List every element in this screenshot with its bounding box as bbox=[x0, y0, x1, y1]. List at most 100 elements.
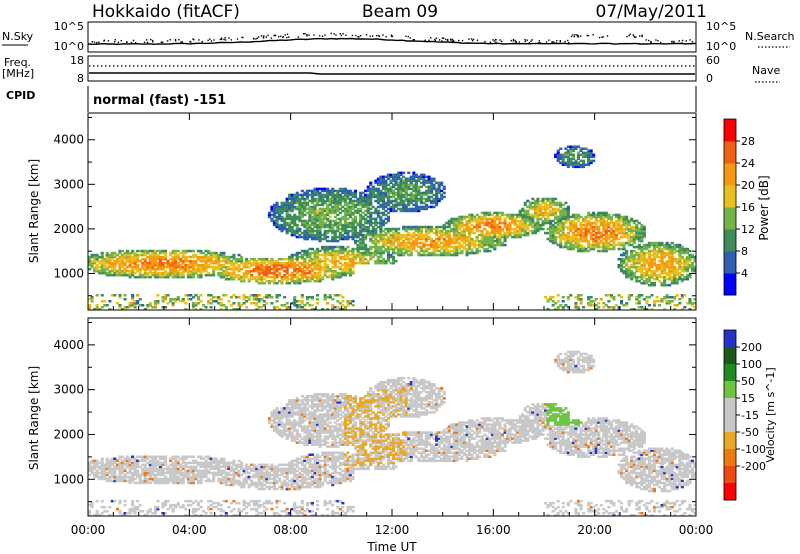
power-cell bbox=[551, 201, 555, 205]
power-cell bbox=[511, 231, 515, 235]
power-cell bbox=[328, 199, 332, 203]
power-cell bbox=[285, 308, 289, 310]
nsearch-point bbox=[413, 39, 415, 41]
power-cell bbox=[650, 308, 654, 310]
power-cell bbox=[257, 277, 261, 281]
power-cell bbox=[333, 265, 337, 269]
power-cell bbox=[100, 261, 104, 265]
power-cell bbox=[204, 253, 208, 257]
power-cell bbox=[199, 263, 203, 267]
power-cell bbox=[212, 251, 216, 255]
power-cell bbox=[409, 209, 413, 213]
power-cell bbox=[625, 269, 629, 273]
nsearch-point bbox=[257, 36, 260, 38]
power-cell bbox=[620, 227, 624, 231]
power-cell bbox=[632, 249, 636, 253]
power-cell bbox=[328, 296, 332, 299]
power-cell bbox=[437, 231, 441, 235]
power-cell bbox=[308, 279, 312, 283]
power-cell bbox=[290, 209, 294, 213]
power-cell bbox=[316, 197, 320, 201]
power-cell bbox=[544, 197, 548, 201]
power-cell bbox=[640, 273, 644, 277]
power-cell bbox=[333, 201, 337, 205]
power-cell bbox=[278, 308, 282, 310]
power-cell bbox=[414, 229, 418, 233]
power-cell bbox=[488, 213, 492, 217]
power-cell bbox=[346, 263, 350, 267]
power-cell bbox=[323, 257, 327, 261]
power-cell bbox=[290, 265, 294, 269]
power-cell bbox=[222, 259, 226, 263]
power-cell bbox=[688, 302, 692, 305]
power-cell bbox=[288, 213, 292, 217]
power-cell bbox=[546, 300, 550, 303]
power-cell bbox=[333, 269, 337, 273]
power-cell bbox=[485, 243, 489, 247]
power-cell bbox=[196, 257, 200, 261]
power-cell bbox=[379, 183, 383, 187]
power-cell bbox=[473, 241, 477, 245]
power-cell bbox=[620, 223, 624, 227]
power-cell bbox=[541, 221, 545, 225]
power-cell bbox=[607, 235, 611, 239]
power-cell bbox=[138, 249, 142, 253]
power-cell bbox=[260, 257, 264, 261]
power-cell bbox=[298, 199, 302, 203]
power-cell bbox=[673, 267, 677, 271]
power-cell bbox=[470, 237, 474, 241]
power-cell bbox=[574, 217, 578, 221]
power-cell bbox=[536, 229, 540, 233]
power-cell bbox=[447, 221, 451, 225]
power-cell bbox=[592, 239, 596, 243]
power-cell bbox=[592, 247, 596, 251]
power-cell bbox=[293, 213, 297, 217]
power-cell bbox=[536, 213, 540, 217]
power-cell bbox=[158, 261, 162, 265]
nsearch-point bbox=[162, 41, 164, 43]
power-cell bbox=[389, 181, 393, 185]
velocity-cell bbox=[100, 505, 104, 509]
power-cell bbox=[397, 189, 401, 193]
power-cell bbox=[670, 275, 674, 279]
power-cell bbox=[136, 253, 140, 257]
power-cell bbox=[120, 257, 124, 261]
power-cell bbox=[516, 225, 520, 229]
power-cell bbox=[407, 247, 411, 251]
power-cell bbox=[252, 269, 256, 273]
nsearch-point bbox=[568, 41, 570, 44]
power-cell bbox=[272, 209, 276, 213]
power-cell bbox=[381, 251, 385, 255]
power-cell bbox=[305, 193, 309, 197]
power-cell bbox=[338, 199, 342, 203]
power-cell bbox=[430, 189, 434, 193]
power-cell bbox=[635, 231, 639, 235]
nave-label: Nave bbox=[752, 64, 780, 77]
power-cell bbox=[561, 225, 565, 229]
power-cell bbox=[123, 271, 127, 275]
nsearch-point bbox=[556, 40, 558, 42]
power-cell bbox=[594, 227, 598, 231]
power-cell bbox=[310, 209, 314, 213]
power-cell bbox=[316, 257, 320, 261]
velocity-cell bbox=[98, 471, 102, 475]
power-cell bbox=[635, 237, 639, 241]
power-cell bbox=[485, 217, 489, 221]
power-cell bbox=[399, 183, 403, 187]
power-cell bbox=[379, 199, 383, 203]
power-cell bbox=[189, 273, 193, 277]
power-cell bbox=[579, 247, 583, 251]
velocity-cell bbox=[100, 459, 104, 463]
power-cell bbox=[338, 189, 342, 193]
power-cell bbox=[346, 217, 350, 221]
power-cell bbox=[308, 277, 312, 281]
power-cell bbox=[665, 271, 669, 275]
power-cell bbox=[526, 219, 530, 223]
power-cell bbox=[551, 235, 555, 239]
power-cell bbox=[260, 271, 264, 275]
power-cell bbox=[675, 243, 679, 247]
power-cell bbox=[485, 235, 489, 239]
power-cell bbox=[511, 221, 515, 225]
power-cell bbox=[485, 229, 489, 233]
power-cell bbox=[564, 245, 568, 249]
